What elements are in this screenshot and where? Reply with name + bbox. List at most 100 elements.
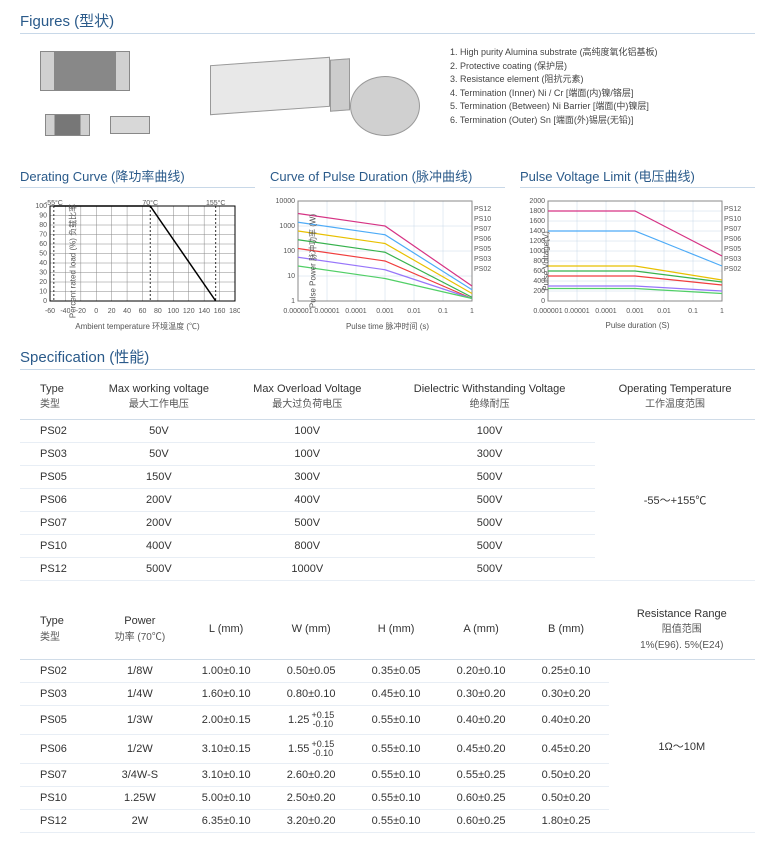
svg-text:PS07: PS07 bbox=[474, 226, 491, 233]
pulse-ylabel: Pulse Power 脉冲功率 (W) bbox=[308, 214, 319, 308]
svg-text:60: 60 bbox=[39, 241, 47, 248]
svg-text:0.000001: 0.000001 bbox=[283, 308, 312, 315]
table-cell: 1.80±0.25 bbox=[524, 809, 609, 832]
svg-text:20: 20 bbox=[108, 308, 116, 315]
table-cell: 400V bbox=[230, 488, 384, 511]
figure-legend: 1. High purity Alumina substrate (高纯度氧化铝… bbox=[450, 46, 658, 146]
table-cell: PS03 bbox=[20, 682, 96, 705]
table-cell: PS06 bbox=[20, 734, 96, 763]
svg-text:PS07: PS07 bbox=[724, 226, 741, 233]
table-header: Power功率 (70℃) bbox=[96, 601, 184, 660]
svg-text:80: 80 bbox=[39, 222, 47, 229]
svg-text:90: 90 bbox=[39, 213, 47, 220]
table-cell: 0.60±0.25 bbox=[439, 809, 524, 832]
spec-title: Specification (性能) bbox=[20, 346, 755, 370]
table-cell: 2W bbox=[96, 809, 184, 832]
table-header: W (mm) bbox=[269, 601, 354, 660]
voltage-xlabel: Pulse duration (S) bbox=[520, 321, 755, 330]
figure-dimensions bbox=[20, 46, 180, 146]
pulse-title: Curve of Pulse Duration (脉冲曲线) bbox=[270, 166, 505, 188]
table-header: Type类型 bbox=[20, 376, 87, 419]
table-cell: 500V bbox=[384, 557, 595, 580]
svg-text:155°C: 155°C bbox=[206, 199, 226, 207]
table-header: Dielectric Withstanding Voltage绝缘耐压 bbox=[384, 376, 595, 419]
table-cell: 0.40±0.20 bbox=[439, 705, 524, 734]
table-header: Type类型 bbox=[20, 601, 96, 660]
voltage-chart: Pulse Voltage Limit (电压曲线) Pulse Voltage… bbox=[520, 166, 755, 326]
table-cell: 0.50±0.20 bbox=[524, 786, 609, 809]
svg-text:140: 140 bbox=[198, 308, 210, 315]
svg-text:180: 180 bbox=[229, 308, 240, 315]
table-cell: 1/4W bbox=[96, 682, 184, 705]
svg-text:1600: 1600 bbox=[529, 218, 545, 225]
table-cell: 400V bbox=[87, 534, 230, 557]
svg-text:0.00001: 0.00001 bbox=[564, 308, 589, 315]
table-header: Max working voltage最大工作电压 bbox=[87, 376, 230, 419]
svg-text:PS03: PS03 bbox=[724, 256, 741, 263]
table-cell: 1.60±0.10 bbox=[184, 682, 269, 705]
table-cell: 0.35±0.05 bbox=[354, 659, 439, 682]
legend-item: 1. High purity Alumina substrate (高纯度氧化铝… bbox=[450, 46, 658, 60]
voltage-title: Pulse Voltage Limit (电压曲线) bbox=[520, 166, 755, 188]
table-cell: 3.10±0.15 bbox=[184, 734, 269, 763]
svg-text:10: 10 bbox=[39, 289, 47, 296]
spec-table-2: Type类型Power功率 (70℃)L (mm)W (mm)H (mm)A (… bbox=[20, 601, 755, 833]
table-cell: 0.55±0.10 bbox=[354, 705, 439, 734]
table-cell: 0.45±0.10 bbox=[354, 682, 439, 705]
svg-text:0.01: 0.01 bbox=[657, 308, 671, 315]
svg-text:100: 100 bbox=[283, 248, 295, 255]
table-cell: 2.60±0.20 bbox=[269, 763, 354, 786]
table-cell: 0.55±0.10 bbox=[354, 763, 439, 786]
voltage-ylabel: Pulse Voltage(V) bbox=[541, 231, 550, 291]
svg-text:PS05: PS05 bbox=[724, 246, 741, 253]
derating-xlabel: Ambient temperature 环境温度 (℃) bbox=[20, 321, 255, 332]
table-cell: 0.55±0.25 bbox=[439, 763, 524, 786]
table-cell: 0.45±0.20 bbox=[439, 734, 524, 763]
svg-text:0: 0 bbox=[94, 308, 98, 315]
svg-text:70: 70 bbox=[39, 232, 47, 239]
table-cell: 50V bbox=[87, 442, 230, 465]
table-cell: 150V bbox=[87, 465, 230, 488]
table-cell: PS12 bbox=[20, 557, 87, 580]
legend-item: 5. Termination (Between) Ni Barrier [端面(… bbox=[450, 100, 658, 114]
table-cell: 800V bbox=[230, 534, 384, 557]
table-cell: 500V bbox=[384, 511, 595, 534]
table-cell: 100V bbox=[230, 419, 384, 442]
svg-text:PS06: PS06 bbox=[724, 236, 741, 243]
table-row: PS0250V100V100V-55～+155℃ bbox=[20, 419, 755, 442]
svg-text:1800: 1800 bbox=[529, 208, 545, 215]
svg-text:10: 10 bbox=[287, 273, 295, 280]
table-cell: 1000V bbox=[230, 557, 384, 580]
pulse-plot: 0.0000010.000010.00010.0010.010.11110100… bbox=[270, 196, 500, 316]
table-cell: PS02 bbox=[20, 659, 96, 682]
legend-item: 3. Resistance element (阻抗元素) bbox=[450, 73, 658, 87]
pulse-chart: Curve of Pulse Duration (脉冲曲线) Pulse Pow… bbox=[270, 166, 505, 326]
svg-text:PS12: PS12 bbox=[474, 206, 491, 213]
svg-text:PS05: PS05 bbox=[474, 246, 491, 253]
svg-text:PS02: PS02 bbox=[724, 266, 741, 273]
table-cell: 0.30±0.20 bbox=[524, 682, 609, 705]
voltage-plot: 0.0000010.000010.00010.0010.010.11020040… bbox=[520, 196, 750, 316]
table-cell: PS06 bbox=[20, 488, 87, 511]
table-cell: 1/3W bbox=[96, 705, 184, 734]
table-cell: 200V bbox=[87, 488, 230, 511]
derating-chart: Derating Curve (降功率曲线) Percent rated loa… bbox=[20, 166, 255, 326]
table-cell: 0.55±0.10 bbox=[354, 786, 439, 809]
svg-text:50: 50 bbox=[39, 251, 47, 258]
derating-title: Derating Curve (降功率曲线) bbox=[20, 166, 255, 188]
svg-text:40: 40 bbox=[123, 308, 131, 315]
table-cell: 500V bbox=[230, 511, 384, 534]
figures-section: Figures (型状) 1. High purity Alumina subs… bbox=[20, 10, 755, 146]
spec-table-1: Type类型Max working voltage最大工作电压Max Overl… bbox=[20, 376, 755, 581]
table-cell: 0.55±0.10 bbox=[354, 809, 439, 832]
table-cell: 6.35±0.10 bbox=[184, 809, 269, 832]
svg-text:30: 30 bbox=[39, 270, 47, 277]
svg-text:0.0001: 0.0001 bbox=[595, 308, 617, 315]
res-range-cell: 1Ω～10M bbox=[609, 659, 755, 832]
table-cell: 100V bbox=[384, 419, 595, 442]
pulse-xlabel: Pulse time 脉冲时间 (s) bbox=[270, 321, 505, 332]
svg-text:1: 1 bbox=[291, 298, 295, 305]
svg-text:1: 1 bbox=[720, 308, 724, 315]
svg-text:0.001: 0.001 bbox=[626, 308, 644, 315]
table-cell: 1.55+0.15-0.10 bbox=[269, 734, 354, 763]
